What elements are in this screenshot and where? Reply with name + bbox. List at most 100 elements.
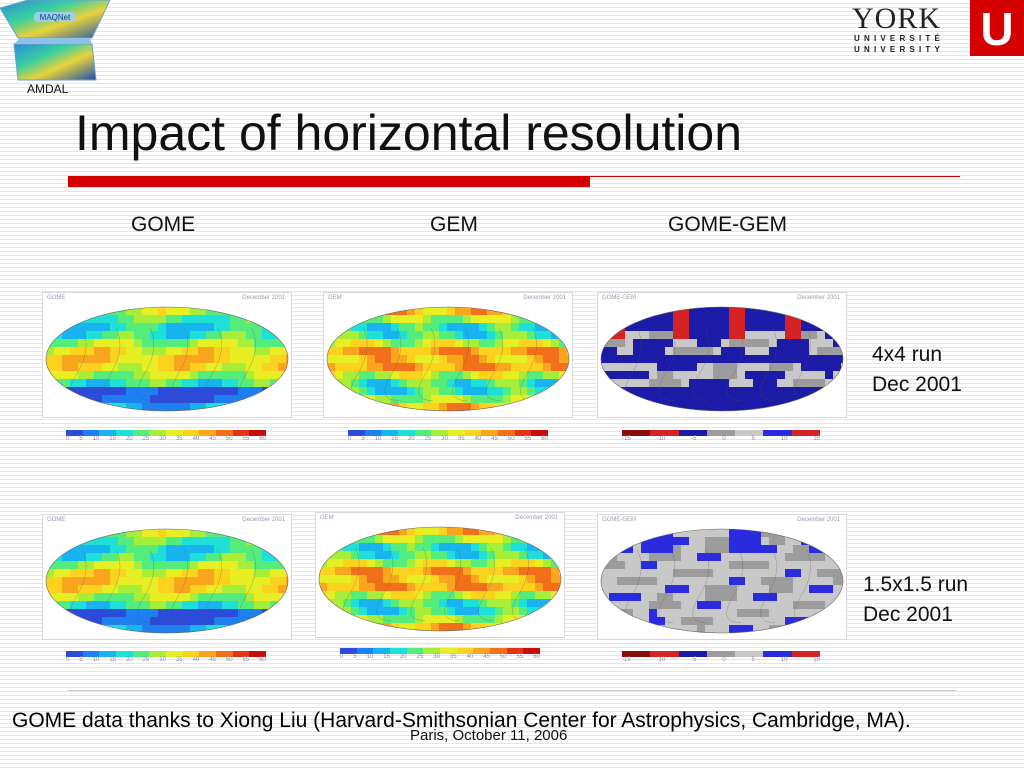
map-panel-gem: GEM December 2001: [323, 292, 573, 418]
colorbar: 0 5 10 15 20 25 30 35 40 45 50 55 60: [66, 430, 267, 442]
colorbar-tick: 35: [457, 436, 465, 442]
slide-title: Impact of horizontal resolution: [75, 105, 743, 161]
map-caption: GEM: [328, 295, 342, 301]
york-universite: UNIVERSITÉ: [854, 34, 944, 43]
data-credit: GOME data thanks to Xiong Liu (Harvard-S…: [12, 709, 911, 732]
map-caption: GOME-GEM: [602, 517, 636, 523]
column-header-gome: GOME: [131, 213, 196, 236]
colorbar-tick: 5: [751, 657, 755, 663]
colorbar-tick: 45: [209, 436, 216, 442]
title-underline-line: [590, 176, 960, 177]
maqnet-label: MAQNet: [40, 13, 71, 22]
colorbar-tick: -5: [691, 436, 697, 442]
colorbar-tick: 55: [242, 436, 250, 442]
colorbar: 0 5 10 15 20 25 30 35 40 45 50 55 60: [348, 430, 549, 442]
colorbar-tick: 40: [192, 657, 200, 663]
world-map: [600, 528, 844, 634]
colorbar-tick: 30: [433, 654, 440, 660]
colorbar-tick: 20: [407, 436, 415, 442]
colorbar-tick: 0: [66, 657, 70, 663]
row-label-run: 1.5x1.5 run: [863, 573, 969, 596]
colorbar-tick: 25: [142, 436, 150, 442]
colorbar-tick: 15: [391, 436, 398, 442]
colorbar-tick: 10: [780, 657, 788, 663]
map-panel-gome: GOME December 2001: [42, 514, 292, 640]
colorbar-tick: 20: [125, 436, 133, 442]
map-caption: GOME-GEM: [602, 295, 636, 301]
york-university-logo: YORK UNIVERSITÉ UNIVERSITY U: [852, 0, 1024, 60]
colorbar-tick: 35: [175, 436, 183, 442]
colorbar-tick: 5: [79, 436, 83, 442]
row-label-1-5x1-5: 1.5x1.5 run Dec 2001: [863, 570, 968, 630]
colorbar-tick: 55: [524, 436, 532, 442]
colorbar-tick: 0: [722, 657, 726, 663]
row-label-run: 4x4 run: [872, 343, 943, 366]
colorbar-tick: 15: [109, 657, 116, 663]
colorbar-tick: 50: [499, 654, 507, 660]
colorbar-tick: 60: [541, 436, 548, 442]
colorbar-tick: 15: [813, 436, 820, 442]
world-map: [45, 306, 289, 412]
map-panel-gome-gem: GOME-GEM December 2001: [597, 514, 847, 640]
colorbar-tick: -15: [622, 436, 631, 442]
map-date-caption: December 2001: [242, 295, 285, 301]
map-caption: GEM: [320, 515, 334, 521]
york-university: UNIVERSITY: [854, 45, 944, 54]
york-wordmark: YORK: [852, 2, 941, 35]
colorbar-tick: 40: [192, 436, 200, 442]
colorbar-tick: 0: [348, 436, 352, 442]
colorbar: -15 -10 -5 0 5 10 15: [622, 651, 820, 663]
colorbar: 0 5 10 15 20 25 30 35 40 45 50 55 60: [340, 648, 541, 660]
colorbar-tick: 30: [159, 657, 166, 663]
york-u-mark: U: [980, 3, 1013, 55]
map-date-caption: December 2001: [797, 295, 840, 301]
colorbar-tick: 10: [92, 657, 100, 663]
colorbar-tick: 10: [374, 436, 382, 442]
colorbar-tick: 40: [474, 436, 482, 442]
colorbar-tick: 45: [491, 436, 498, 442]
map-panel-gome: GOME December 2001: [42, 292, 292, 418]
colorbar: -15 -10 -5 0 5 10 15: [622, 430, 820, 442]
colorbar-tick: 60: [533, 654, 540, 660]
world-map: [600, 306, 844, 412]
map-caption: GOME: [47, 295, 66, 301]
colorbar-tick: 15: [813, 657, 820, 663]
map-caption: GOME: [47, 517, 66, 523]
colorbar-tick: 60: [259, 436, 266, 442]
map-date-caption: December 2001: [523, 295, 566, 301]
colorbar-tick: 50: [225, 657, 233, 663]
amdal-logo: MAQNet: [0, 0, 112, 82]
map-date-caption: December 2001: [515, 515, 558, 521]
colorbar-tick: 25: [424, 436, 432, 442]
colorbar-tick: 25: [142, 657, 150, 663]
colorbar-tick: 30: [441, 436, 448, 442]
colorbar-tick: 10: [780, 436, 788, 442]
row-label-4x4: 4x4 run Dec 2001: [872, 340, 962, 400]
colorbar-tick: 15: [109, 436, 116, 442]
colorbar-tick: 5: [79, 657, 83, 663]
colorbar-tick: -15: [622, 657, 631, 663]
column-header-gem: GEM: [430, 213, 478, 236]
amdal-caption: AMDAL: [27, 82, 69, 96]
colorbar: 0 5 10 15 20 25 30 35 40 45 50 55 60: [66, 651, 267, 663]
colorbar-tick: 10: [92, 436, 100, 442]
footer-divider: [68, 690, 956, 691]
colorbar-tick: 55: [242, 657, 250, 663]
colorbar-tick: 50: [507, 436, 515, 442]
colorbar-tick: 50: [225, 436, 233, 442]
colorbar-tick: -5: [691, 657, 697, 663]
world-map: [318, 526, 562, 632]
map-date-caption: December 2001: [242, 517, 285, 523]
world-map: [45, 528, 289, 634]
colorbar-tick: 35: [449, 654, 457, 660]
map-date-caption: December 2001: [797, 517, 840, 523]
colorbar-tick: 55: [516, 654, 524, 660]
colorbar-tick: 5: [353, 654, 357, 660]
colorbar-tick: 30: [159, 436, 166, 442]
colorbar-tick: 0: [722, 436, 726, 442]
world-map: [326, 306, 570, 412]
colorbar-tick: 25: [416, 654, 424, 660]
row-label-date: Dec 2001: [863, 603, 953, 626]
slide-date: Paris, October 11, 2006: [410, 727, 568, 744]
row-label-date: Dec 2001: [872, 373, 962, 396]
